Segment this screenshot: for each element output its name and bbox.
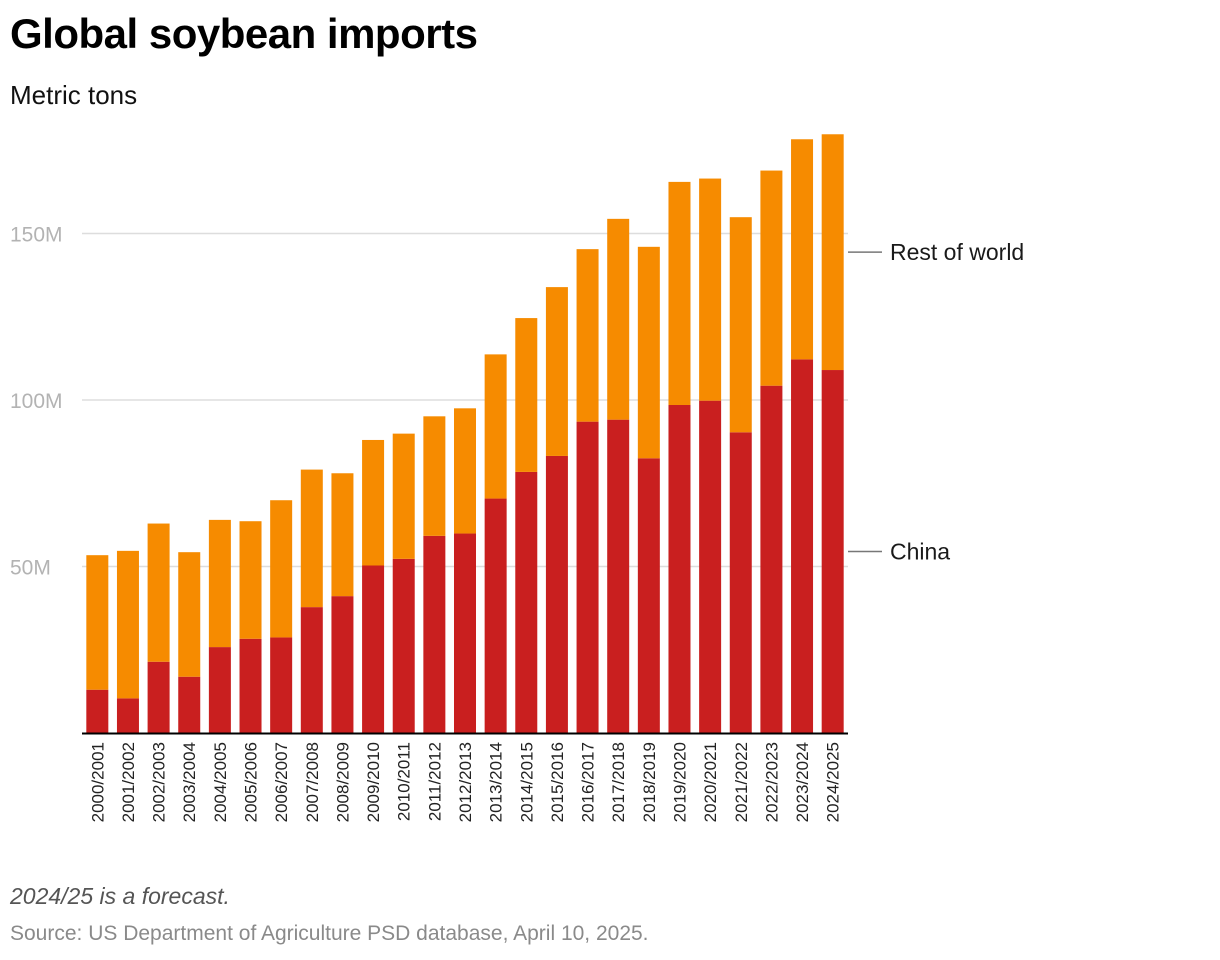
bar-rest-of-world-2004/2005 [208,519,231,648]
bar-rest-of-world-2015/2016 [545,287,568,456]
bar-rest-of-world-2009/2010 [362,439,385,566]
bar-china-2021/2022 [729,432,752,733]
x-label-2005/2006: 2005/2006 [242,742,261,822]
y-tick-50M: 50M [10,557,51,580]
x-label-2015/2016: 2015/2016 [548,742,567,822]
x-category-labels: 2000/2001 2001/2002 2002/2003 2003/2004 2004… [88,742,842,822]
bar-rest-of-world-2005/2006 [239,521,262,639]
bar-rest-of-world-2011/2012 [423,416,446,536]
x-label-2010/2011: 2010/2011 [395,742,414,821]
bar-rest-of-world-2001/2002 [116,550,139,699]
x-label-2016/2017: 2016/2017 [579,742,598,822]
y-tick-150M: 150M [10,224,63,247]
chart-subtitle: Metric tons [10,80,138,110]
x-label-2009/2010: 2009/2010 [364,742,383,822]
bar-china-2004/2005 [208,647,231,733]
bar-china-2001/2002 [116,698,139,733]
bar-rest-of-world-2020/2021 [699,178,722,401]
bar-china-2015/2016 [545,455,568,733]
x-label-2001/2002: 2001/2002 [119,742,138,822]
x-label-2024/2025: 2024/2025 [824,742,843,822]
chart-title: Global soybean imports [10,10,478,57]
x-label-2023/2024: 2023/2024 [793,742,812,822]
bar-rest-of-world-2019/2020 [668,181,691,405]
x-label-2017/2018: 2017/2018 [609,742,628,822]
bar-china-2002/2003 [147,661,170,733]
bar-china-2018/2019 [637,458,660,733]
series-label-rest-of-world: Rest of world [890,239,1024,265]
bar-china-2008/2009 [331,596,354,733]
bar-rest-of-world-2017/2018 [607,218,630,420]
x-label-2006/2007: 2006/2007 [272,742,291,822]
bar-china-2023/2024 [791,359,814,733]
bar-china-2022/2023 [760,385,783,733]
bar-rest-of-world-2022/2023 [760,170,783,386]
bar-rest-of-world-2010/2011 [392,433,415,559]
x-label-2014/2015: 2014/2015 [517,742,536,822]
bar-rest-of-world-2023/2024 [791,139,814,360]
x-label-2019/2020: 2019/2020 [670,742,689,822]
bar-china-2019/2020 [668,404,691,733]
bar-rest-of-world-2021/2022 [729,217,752,433]
y-tick-labels: 50M 100M 150M [10,224,63,580]
series-labels: China Rest of world [848,239,1024,565]
bar-china-2014/2015 [515,471,538,733]
bar-china-2010/2011 [392,558,415,733]
x-label-2021/2022: 2021/2022 [732,742,751,822]
bar-rest-of-world-2013/2014 [484,354,507,499]
x-label-2018/2019: 2018/2019 [640,742,659,822]
bar-china-2003/2004 [178,676,201,733]
bar-china-2012/2013 [454,533,476,733]
bar-china-2013/2014 [484,498,507,733]
bars [86,134,844,733]
forecast-note: 2024/25 is a forecast. [10,883,230,909]
bar-rest-of-world-2000/2001 [86,555,109,690]
x-label-2007/2008: 2007/2008 [303,742,322,822]
bar-rest-of-world-2006/2007 [270,500,293,638]
bar-china-2000/2001 [86,689,109,733]
source-credit: Source: US Department of Agriculture PSD… [10,922,649,945]
x-label-2020/2021: 2020/2021 [701,742,720,822]
bar-china-2024/2025 [821,370,844,733]
x-label-2011/2012: 2011/2012 [425,742,444,821]
bar-rest-of-world-2018/2019 [637,246,660,459]
bar-rest-of-world-2003/2004 [178,552,201,677]
bar-china-2017/2018 [607,419,630,733]
bar-rest-of-world-2002/2003 [147,523,170,662]
x-label-2004/2005: 2004/2005 [211,742,230,822]
bar-china-2009/2010 [362,565,385,733]
bar-china-2006/2007 [270,637,293,733]
bar-rest-of-world-2007/2008 [300,469,323,608]
bar-china-2020/2021 [699,400,722,733]
bar-china-2005/2006 [239,638,262,733]
bar-rest-of-world-2008/2009 [331,473,354,597]
x-label-2000/2001: 2000/2001 [88,742,107,822]
bar-china-2011/2012 [423,535,446,733]
x-label-2013/2014: 2013/2014 [487,742,506,822]
x-label-2008/2009: 2008/2009 [333,742,352,822]
series-label-china: China [890,539,950,565]
bar-china-2007/2008 [300,607,323,733]
bar-rest-of-world-2012/2013 [454,408,476,534]
bar-china-2016/2017 [576,421,599,733]
bar-rest-of-world-2016/2017 [576,249,599,422]
bar-rest-of-world-2014/2015 [515,318,538,472]
y-tick-100M: 100M [10,390,63,413]
x-label-2012/2013: 2012/2013 [456,742,475,822]
x-label-2003/2004: 2003/2004 [180,742,199,822]
bar-rest-of-world-2024/2025 [821,134,844,371]
x-label-2022/2023: 2022/2023 [762,742,781,822]
x-label-2002/2003: 2002/2003 [150,742,169,822]
